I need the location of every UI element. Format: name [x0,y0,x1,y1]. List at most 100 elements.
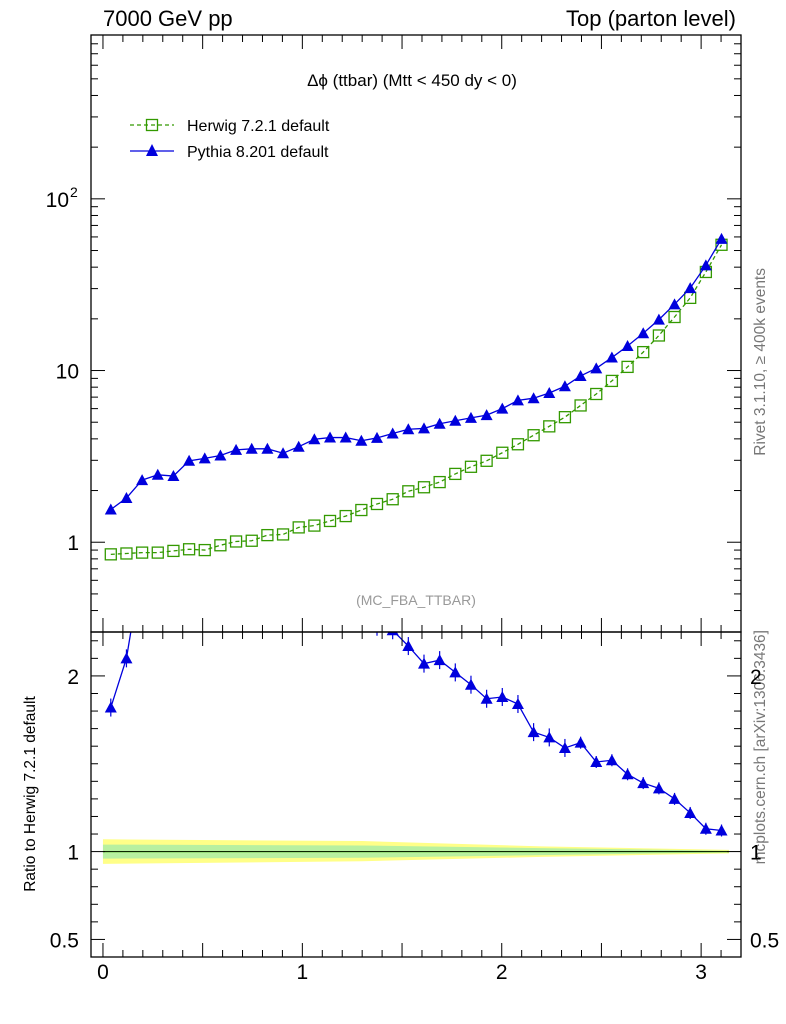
ratio-y-tick-label: 0.5 [750,929,779,952]
herwig-point [214,539,227,552]
herwig-point [229,535,243,548]
herwig-point [621,360,634,374]
x-tick-label: 3 [695,961,707,984]
ratio-pythia-point [417,657,430,669]
header-right: Top (parton level) [566,6,736,31]
pythia-point [198,452,211,464]
pythia-point [637,327,650,339]
herwig-point [605,374,619,388]
pythia-point [417,422,430,434]
herwig-point [496,446,509,459]
ratio-pythia-point [199,420,211,431]
ratio-pythia-point [152,522,164,533]
pythia-point [261,442,274,454]
pythia-point [543,386,556,398]
herwig-point [668,310,681,324]
ratio-pythia-point [652,782,665,794]
pythia-point [292,440,305,452]
herwig-point [574,399,587,412]
legend-label-herwig: Herwig 7.2.1 default [187,118,330,135]
ratio-pythia-point [293,503,305,514]
ratio-series [104,420,728,837]
herwig-point [198,543,211,557]
header-left: 7000 GeV pp [103,6,233,31]
herwig-point [511,438,525,451]
ratio-pythia-point [527,726,540,738]
herwig-point [449,467,462,481]
pythia-point [308,433,321,445]
herwig-point [417,481,431,494]
watermark: (MC_FBA_TTBAR) [356,592,476,608]
ratio-pythia-point [605,754,618,766]
pythia-point [324,431,337,443]
herwig-point [339,509,352,523]
herwig-point [590,387,603,401]
pythia-point [136,474,149,486]
pythia-point [480,409,493,421]
ratio-pythia-point [324,484,336,495]
ratio-pythia-point [402,640,415,652]
herwig-point [292,521,305,534]
pythia-point [167,470,180,482]
pythia-point [590,362,603,374]
pythia-point [151,468,164,480]
pythia-point [684,282,697,294]
herwig-point [684,291,697,305]
ratio-frame [90,631,742,958]
y-tick-label: 10 [46,189,69,212]
pythia-point [621,339,634,351]
y-tick-label-exponent: 2 [70,184,78,200]
ratio-pythia-point [449,666,462,678]
ratio-y-tick-label: 1 [750,842,762,865]
ratio-pythia-point [464,678,477,690]
herwig-point [527,429,540,442]
legend-label-pythia: Pythia 8.201 default [187,144,329,161]
ratio-pythia-point [637,777,650,789]
herwig-point [104,548,117,561]
ratio-pythia-point [386,632,399,636]
herwig-line [110,244,723,555]
ratio-y-tick-label: 1 [67,842,79,865]
herwig-point [245,534,258,547]
ratio-pythia-point [214,436,226,447]
y-tick-label: 10 [56,361,79,384]
pythia-point [355,434,368,446]
ratio-pythia-point [230,420,242,431]
herwig-point [308,519,321,532]
herwig-point [167,544,180,558]
main-series [104,232,728,561]
pythia-point [120,491,133,503]
herwig-point [402,485,415,498]
pythia-point [527,392,540,404]
ratio-pythia-point [308,463,320,474]
x-tick-label: 2 [496,961,508,984]
pythia-point [574,369,587,381]
herwig-point [370,497,384,511]
pythia-point [386,427,399,439]
ratio-pythia-point [715,824,728,836]
herwig-point [543,420,556,433]
herwig-point [276,528,290,541]
ratio-pythia-point [511,698,524,710]
pythia-point [230,443,243,455]
ratio-pythia-point [543,731,556,743]
ratio-pythia-point [261,463,273,474]
ratio-pythia-point [433,654,446,666]
ratio-uncertainty-band [102,839,741,864]
pythia-point [104,503,117,515]
legend-marker-pythia [146,144,158,156]
y-tick-label: 1 [67,532,79,555]
pythia-point [449,414,462,426]
herwig-point [433,475,446,489]
herwig-point [182,543,196,556]
ratio-pythia-point [574,736,587,748]
herwig-point [261,528,274,542]
pythia-point [558,380,571,392]
ratio-y-tick-label: 0.5 [50,929,79,952]
herwig-point [120,547,133,560]
pythia-point [433,417,446,429]
herwig-point [480,454,493,467]
axis-ticks [91,34,742,958]
pythia-point [339,431,352,443]
ratio-y-tick-label: 2 [750,666,762,689]
